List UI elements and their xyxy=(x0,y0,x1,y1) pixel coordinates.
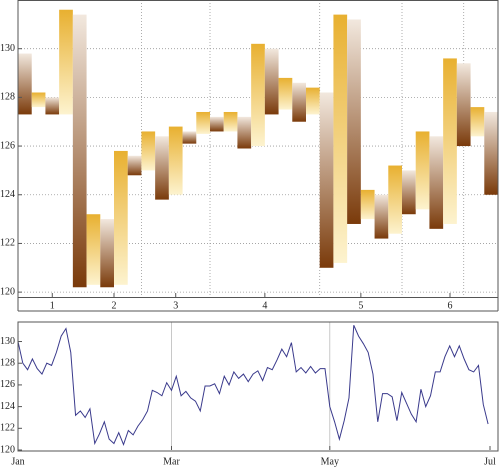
candle xyxy=(415,131,430,210)
x-tick-label: 4 xyxy=(262,300,267,311)
candle xyxy=(319,92,334,268)
candle xyxy=(114,150,128,285)
plot-frame xyxy=(17,0,499,298)
candle xyxy=(292,82,306,122)
x-tick-label: 1 xyxy=(50,300,55,311)
y-tick-label: 124 xyxy=(0,189,15,200)
candle xyxy=(278,77,293,110)
candle xyxy=(484,111,498,195)
y-tick-label: 130 xyxy=(0,43,15,54)
candle xyxy=(360,189,375,220)
y-tick-label: 126 xyxy=(0,379,15,390)
x-tick-label: Jul xyxy=(484,456,496,467)
y-tick-label: 128 xyxy=(0,92,15,103)
x-tick-label: 6 xyxy=(448,300,453,311)
x-tick-label: Jan xyxy=(11,456,24,467)
candle xyxy=(31,92,46,108)
candle xyxy=(59,9,73,115)
candle xyxy=(456,63,471,147)
candle xyxy=(388,165,402,234)
candle xyxy=(141,131,156,171)
candle xyxy=(72,14,87,288)
candle xyxy=(264,48,279,115)
candle xyxy=(100,219,114,288)
x-tick-label: 3 xyxy=(173,300,178,311)
plot-frame xyxy=(17,321,499,452)
x-tick-label: 5 xyxy=(358,300,363,311)
candle xyxy=(251,43,265,147)
y-tick-label: 130 xyxy=(0,336,15,347)
candle xyxy=(347,19,361,224)
candle xyxy=(86,214,101,285)
y-tick-label: 122 xyxy=(0,423,15,434)
price-line xyxy=(17,325,489,447)
candle xyxy=(45,97,60,115)
candle xyxy=(127,155,142,176)
x-tick-label: 2 xyxy=(112,300,117,311)
candle xyxy=(470,107,485,137)
candle xyxy=(155,136,169,200)
candle xyxy=(402,170,416,215)
candle xyxy=(168,126,183,195)
candle xyxy=(237,116,252,149)
x-tick-label: May xyxy=(321,456,339,467)
y-tick-label: 120 xyxy=(0,444,15,455)
candle xyxy=(374,194,389,239)
candle xyxy=(443,58,457,224)
y-tick-label: 126 xyxy=(0,140,15,151)
y-tick-label: 122 xyxy=(0,238,15,249)
candle xyxy=(306,87,320,115)
candle xyxy=(182,131,197,144)
x-tick-label: Mar xyxy=(163,456,180,467)
candle xyxy=(18,53,32,115)
candle xyxy=(210,116,224,132)
candle xyxy=(429,136,444,229)
candle xyxy=(223,111,238,132)
candle xyxy=(333,14,348,263)
y-tick-label: 120 xyxy=(0,286,15,297)
candle xyxy=(196,111,210,134)
y-tick-label: 128 xyxy=(0,358,15,369)
y-tick-label: 124 xyxy=(0,401,15,412)
